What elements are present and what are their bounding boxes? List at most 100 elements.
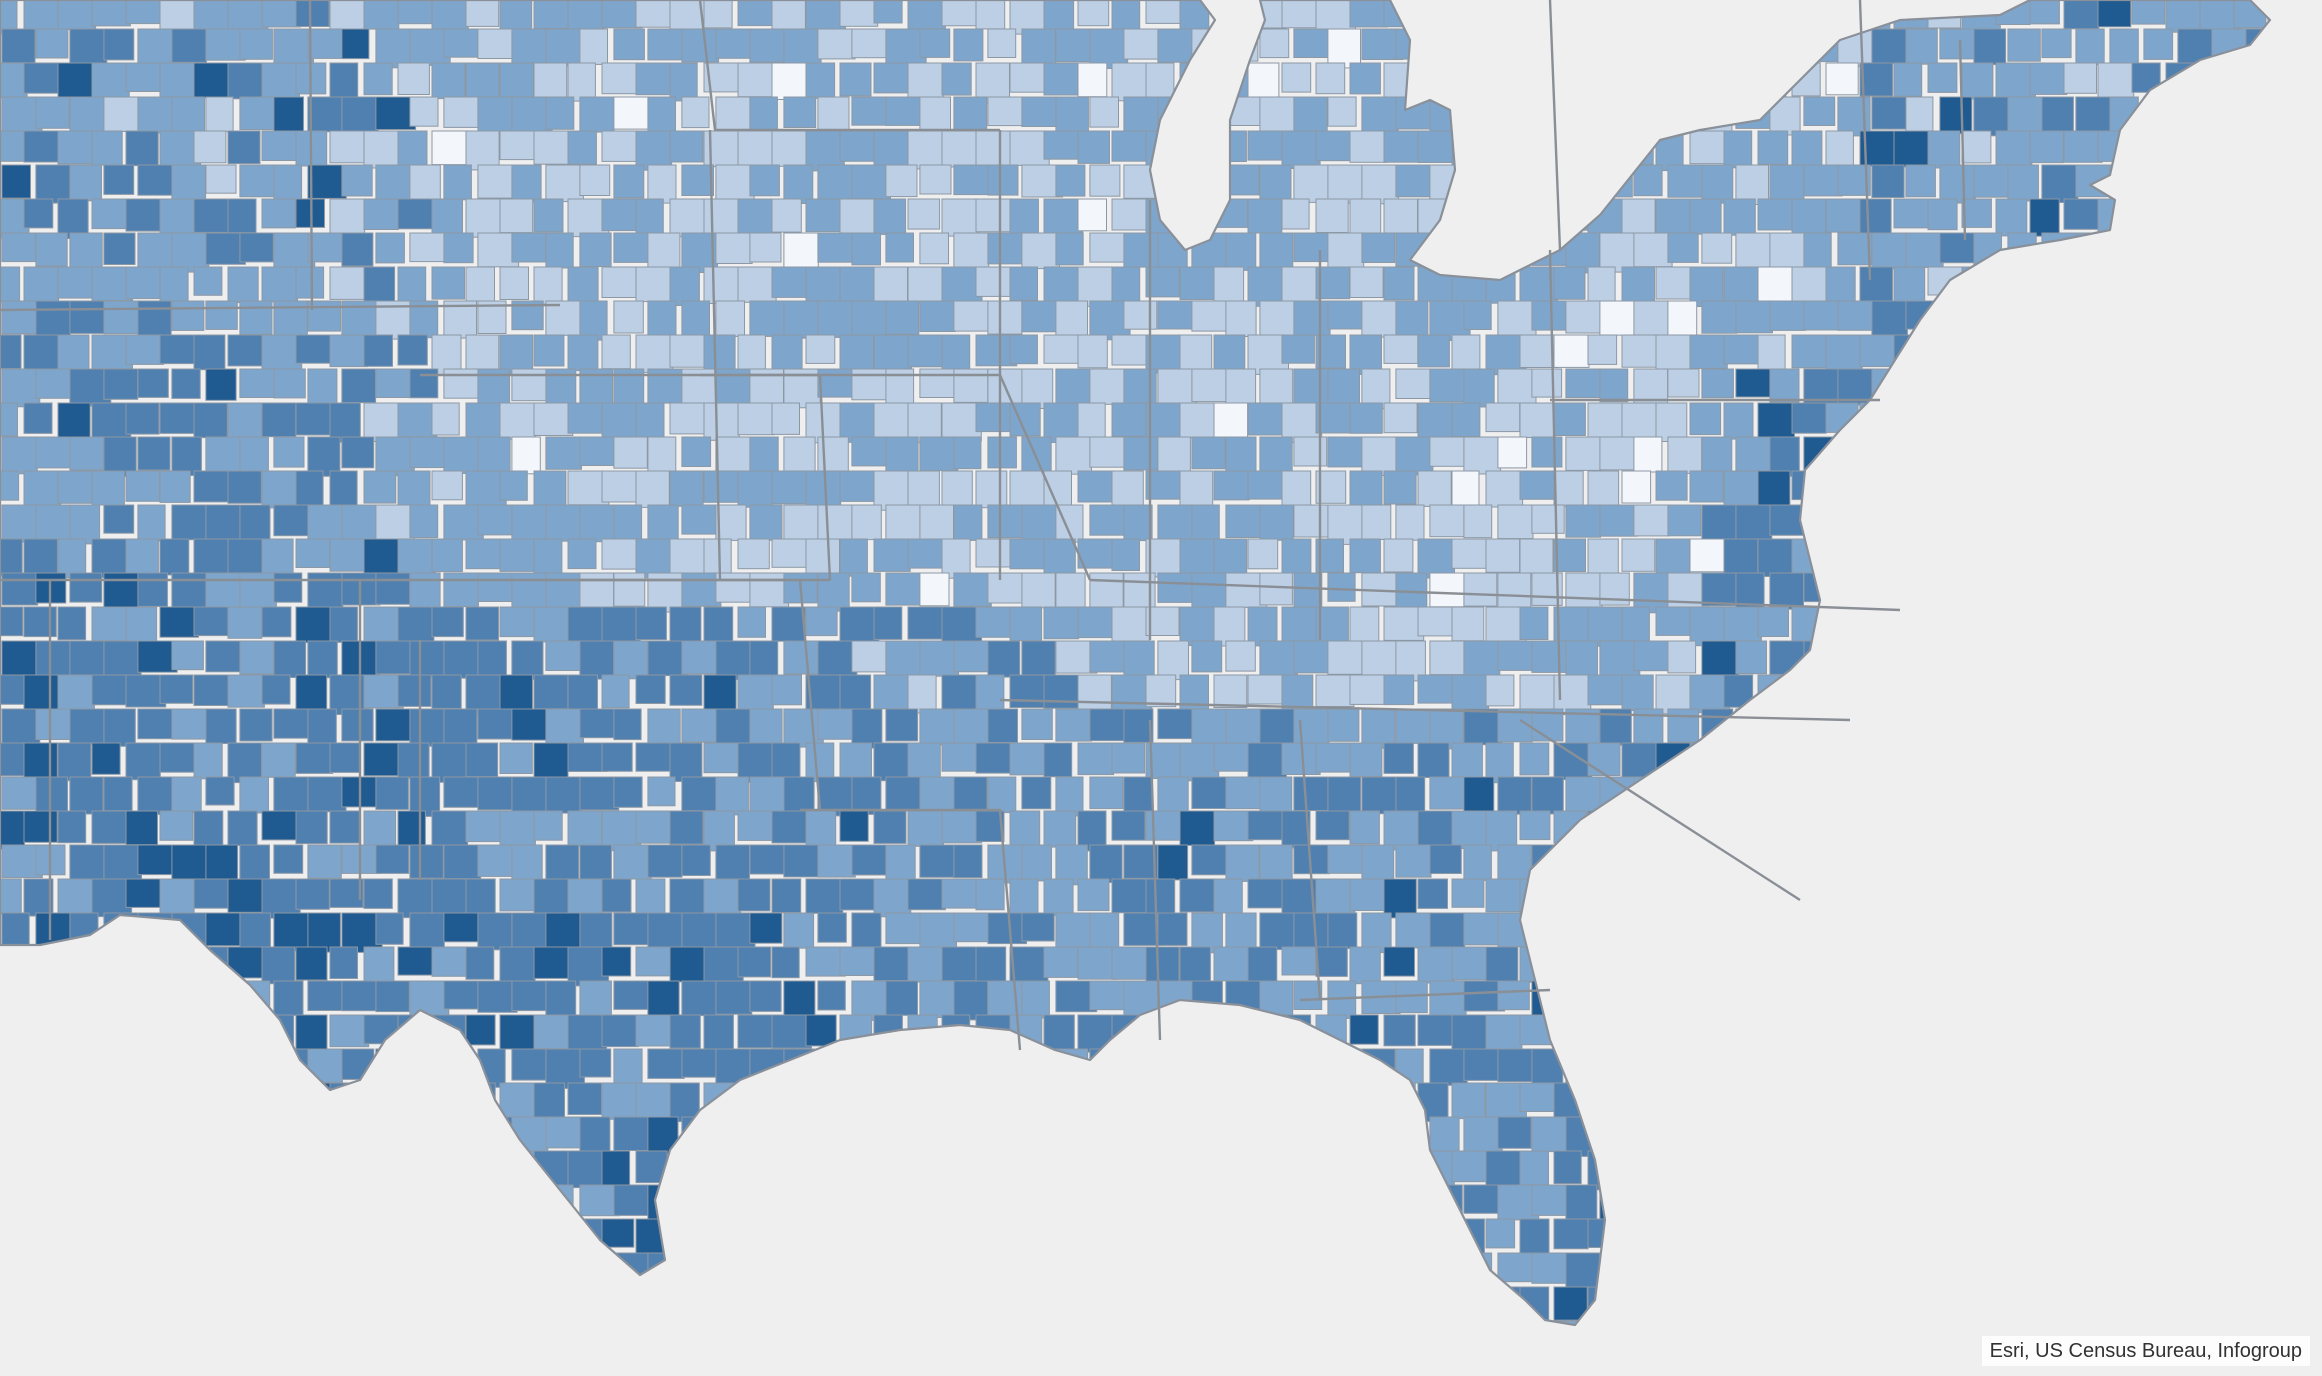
county-polygon[interactable]: [2267, 470, 2296, 502]
county-polygon[interactable]: [2233, 1014, 2275, 1047]
county-polygon[interactable]: [1315, 62, 1346, 95]
county-polygon[interactable]: [1417, 1286, 1458, 1318]
county-polygon[interactable]: [1247, 402, 1286, 436]
county-polygon[interactable]: [601, 1218, 635, 1248]
county-polygon[interactable]: [171, 776, 202, 813]
county-polygon[interactable]: [613, 1048, 643, 1090]
county-polygon[interactable]: [851, 436, 891, 467]
county-polygon[interactable]: [1191, 844, 1232, 876]
county-polygon[interactable]: [1009, 946, 1049, 986]
county-polygon[interactable]: [737, 1218, 774, 1258]
county-polygon[interactable]: [2302, 1287, 2322, 1325]
county-polygon[interactable]: [975, 1150, 1010, 1192]
county-polygon[interactable]: [1383, 470, 1417, 505]
county-polygon[interactable]: [499, 878, 536, 912]
county-polygon[interactable]: [1281, 1218, 1311, 1255]
county-polygon[interactable]: [1871, 640, 1907, 680]
county-polygon[interactable]: [1417, 1082, 1449, 1122]
county-polygon[interactable]: [1157, 28, 1195, 63]
county-polygon[interactable]: [1157, 980, 1196, 1014]
county-polygon[interactable]: [205, 980, 237, 1011]
county-polygon[interactable]: [1213, 334, 1246, 375]
county-polygon[interactable]: [1769, 912, 1810, 954]
county-polygon[interactable]: [0, 878, 22, 915]
county-polygon[interactable]: [499, 266, 529, 300]
county-polygon[interactable]: [1995, 402, 2025, 437]
county-polygon[interactable]: [1599, 1116, 1635, 1150]
county-polygon[interactable]: [2302, 1083, 2322, 1116]
county-polygon[interactable]: [1191, 436, 1226, 470]
county-polygon[interactable]: [363, 130, 399, 169]
county-polygon[interactable]: [579, 300, 608, 341]
county-polygon[interactable]: [567, 1286, 606, 1318]
county-polygon[interactable]: [1531, 96, 1563, 130]
county-polygon[interactable]: [1939, 1252, 1969, 1291]
county-polygon[interactable]: [57, 810, 87, 844]
county-polygon[interactable]: [601, 606, 641, 643]
county-polygon[interactable]: [1587, 266, 1616, 307]
county-polygon[interactable]: [2177, 1252, 2218, 1287]
county-polygon[interactable]: [261, 742, 296, 778]
county-polygon[interactable]: [783, 1252, 823, 1289]
county-polygon[interactable]: [771, 674, 802, 706]
county-polygon[interactable]: [228, 1355, 266, 1376]
county-polygon[interactable]: [443, 1184, 480, 1222]
county-polygon[interactable]: [1089, 1184, 1120, 1225]
county-polygon[interactable]: [613, 980, 654, 1010]
county-polygon[interactable]: [1485, 62, 1519, 104]
county-polygon[interactable]: [635, 810, 673, 844]
county-polygon[interactable]: [1553, 0, 1590, 30]
county-polygon[interactable]: [1293, 640, 1330, 674]
county-polygon[interactable]: [35, 368, 74, 399]
county-polygon[interactable]: [2143, 368, 2186, 402]
county-polygon[interactable]: [499, 946, 536, 988]
county-polygon[interactable]: [1565, 504, 1602, 538]
county-polygon[interactable]: [1293, 1116, 1332, 1156]
county-polygon[interactable]: [1927, 130, 1961, 169]
county-polygon[interactable]: [1961, 1014, 1993, 1053]
county-polygon[interactable]: [1293, 504, 1332, 538]
county-polygon[interactable]: [1383, 198, 1418, 234]
county-polygon[interactable]: [341, 232, 374, 267]
county-polygon[interactable]: [1157, 776, 1189, 815]
county-polygon[interactable]: [1893, 130, 1932, 168]
county-polygon[interactable]: [749, 28, 789, 63]
county-polygon[interactable]: [953, 164, 992, 196]
county-polygon[interactable]: [851, 912, 882, 953]
county-polygon[interactable]: [1349, 402, 1383, 434]
county-polygon[interactable]: [545, 436, 583, 470]
county-polygon[interactable]: [2109, 164, 2148, 205]
county-polygon[interactable]: [2063, 946, 2098, 976]
county-polygon[interactable]: [885, 708, 919, 742]
county-polygon[interactable]: [647, 504, 679, 545]
county-polygon[interactable]: [2177, 912, 2213, 949]
county-polygon[interactable]: [885, 640, 923, 677]
county-polygon[interactable]: [647, 1116, 679, 1157]
county-polygon[interactable]: [1667, 436, 1703, 474]
county-polygon[interactable]: [1315, 1218, 1352, 1256]
county-polygon[interactable]: [2267, 674, 2308, 713]
county-polygon[interactable]: [1123, 504, 1153, 542]
county-polygon[interactable]: [771, 1014, 812, 1049]
county-polygon[interactable]: [1089, 96, 1120, 128]
county-polygon[interactable]: [1837, 1184, 1874, 1224]
county-polygon[interactable]: [1145, 402, 1185, 440]
county-polygon[interactable]: [669, 1218, 709, 1253]
county-polygon[interactable]: [975, 470, 1008, 509]
county-polygon[interactable]: [1587, 1082, 1622, 1121]
county-polygon[interactable]: [873, 62, 911, 94]
county-polygon[interactable]: [613, 164, 645, 199]
county-polygon[interactable]: [443, 776, 483, 808]
county-polygon[interactable]: [1531, 1252, 1571, 1284]
county-polygon[interactable]: [465, 1218, 502, 1248]
county-polygon[interactable]: [1621, 1286, 1658, 1325]
county-polygon[interactable]: [1757, 538, 1794, 577]
county-polygon[interactable]: [703, 198, 744, 239]
county-polygon[interactable]: [1757, 946, 1791, 982]
county-polygon[interactable]: [1315, 1286, 1353, 1319]
county-polygon[interactable]: [771, 742, 801, 778]
county-polygon[interactable]: [1157, 368, 1197, 407]
county-polygon[interactable]: [1055, 1116, 1092, 1150]
county-polygon[interactable]: [783, 96, 817, 128]
county-polygon[interactable]: [1349, 266, 1384, 298]
